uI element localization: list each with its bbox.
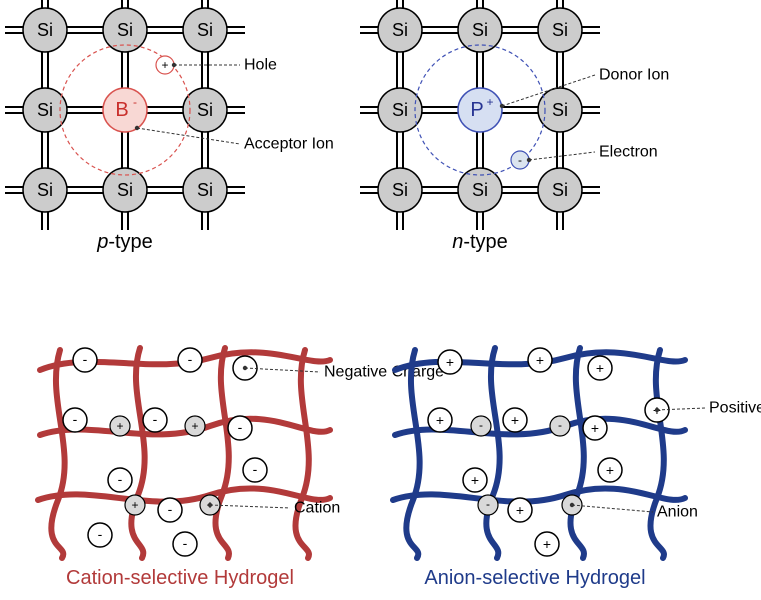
svg-text:+: + bbox=[511, 412, 519, 428]
annotation-label: Positive Charge bbox=[709, 400, 761, 417]
si-label: Si bbox=[37, 100, 53, 120]
svg-text:+: + bbox=[436, 412, 444, 428]
svg-text:-: - bbox=[153, 411, 158, 427]
svg-text:-: - bbox=[73, 411, 78, 427]
annotation-label: Negative Charge bbox=[324, 364, 444, 381]
svg-text:-: - bbox=[118, 471, 123, 487]
svg-text:+: + bbox=[471, 472, 479, 488]
si-label: Si bbox=[117, 180, 133, 200]
svg-text:+: + bbox=[131, 498, 138, 512]
svg-text:-: - bbox=[183, 535, 188, 551]
si-label: Si bbox=[552, 180, 568, 200]
svg-text:-: - bbox=[188, 351, 193, 367]
annotation-label: Cation bbox=[294, 500, 340, 517]
si-label: Si bbox=[37, 20, 53, 40]
svg-text:-: - bbox=[168, 501, 173, 517]
annotation-label: Donor Ion bbox=[599, 67, 669, 84]
si-label: Si bbox=[37, 180, 53, 200]
svg-text:+: + bbox=[606, 462, 614, 478]
si-label: Si bbox=[552, 20, 568, 40]
annotation-label: Hole bbox=[244, 57, 277, 74]
svg-text:-: - bbox=[83, 351, 88, 367]
si-label: Si bbox=[197, 100, 213, 120]
svg-text:+: + bbox=[116, 419, 123, 433]
si-label: Si bbox=[197, 180, 213, 200]
svg-text:+: + bbox=[591, 420, 599, 436]
si-label: Si bbox=[472, 180, 488, 200]
dopant-sup: - bbox=[133, 95, 137, 109]
svg-text:-: - bbox=[479, 418, 483, 432]
svg-text:+: + bbox=[543, 536, 551, 552]
dopant-label: B bbox=[115, 99, 128, 121]
si-label: Si bbox=[197, 20, 213, 40]
svg-text:+: + bbox=[516, 502, 524, 518]
dopant-label: P bbox=[470, 99, 483, 121]
annotation-label: Acceptor Ion bbox=[244, 136, 334, 153]
diagram-canvas: SiSiSiSiB-SiSiSiSi+HoleAcceptor Ionp-typ… bbox=[0, 0, 761, 600]
ptype-caption: p-type bbox=[96, 231, 153, 253]
svg-text:+: + bbox=[596, 360, 604, 376]
anion-title: Anion-selective Hydrogel bbox=[424, 567, 645, 589]
annotation-label: Electron bbox=[599, 144, 658, 161]
dopant-sup: + bbox=[486, 95, 493, 109]
svg-text:-: - bbox=[558, 418, 562, 432]
si-label: Si bbox=[392, 180, 408, 200]
si-label: Si bbox=[552, 100, 568, 120]
svg-text:-: - bbox=[486, 497, 490, 511]
si-label: Si bbox=[392, 20, 408, 40]
svg-text:+: + bbox=[191, 419, 198, 433]
ntype-caption: n-type bbox=[452, 231, 508, 253]
svg-text:-: - bbox=[253, 461, 258, 477]
annotation-label: Anion bbox=[657, 504, 698, 521]
svg-text:-: - bbox=[518, 153, 522, 167]
svg-text:-: - bbox=[98, 526, 103, 542]
cation-title: Cation-selective Hydrogel bbox=[66, 567, 294, 589]
si-label: Si bbox=[392, 100, 408, 120]
svg-text:+: + bbox=[446, 354, 454, 370]
svg-text:+: + bbox=[536, 352, 544, 368]
si-label: Si bbox=[117, 20, 133, 40]
svg-text:+: + bbox=[161, 58, 168, 72]
si-label: Si bbox=[472, 20, 488, 40]
svg-text:-: - bbox=[238, 419, 243, 435]
